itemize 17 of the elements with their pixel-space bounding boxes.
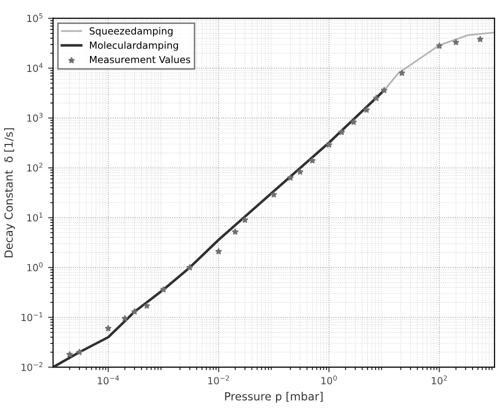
x-tick-label: 10$^{2}$ [432, 375, 447, 384]
y-tick-label: 10$^{1}$ [27, 212, 42, 222]
legend-label: Squeezedamping [90, 27, 173, 37]
x-tick-label: 10$^{−2}$ [208, 375, 230, 384]
y-tick-label: 10$^{4}$ [27, 63, 43, 72]
legend-label: Measurement Values [90, 56, 190, 64]
x-axis-title: Pressure p [mbar] [225, 392, 323, 403]
y-tick-label: 10$^{3}$ [27, 112, 42, 122]
legend-label: Moleculardamping [90, 41, 178, 51]
y-tick-label: 10$^{2}$ [27, 162, 42, 172]
y-axis-title: Decay Constant δ [1/s] [4, 128, 15, 258]
y-tick-label: 10$^{−2}$ [22, 362, 42, 371]
y-tick-label: 10$^{−1}$ [22, 312, 42, 322]
x-tick-label: 10$^{0}$ [321, 375, 337, 384]
x-tick-label: 10$^{−4}$ [98, 376, 119, 384]
y-tick-label: 10$^{5}$ [27, 13, 42, 22]
y-tick-label: 10$^{0}$ [27, 262, 43, 272]
